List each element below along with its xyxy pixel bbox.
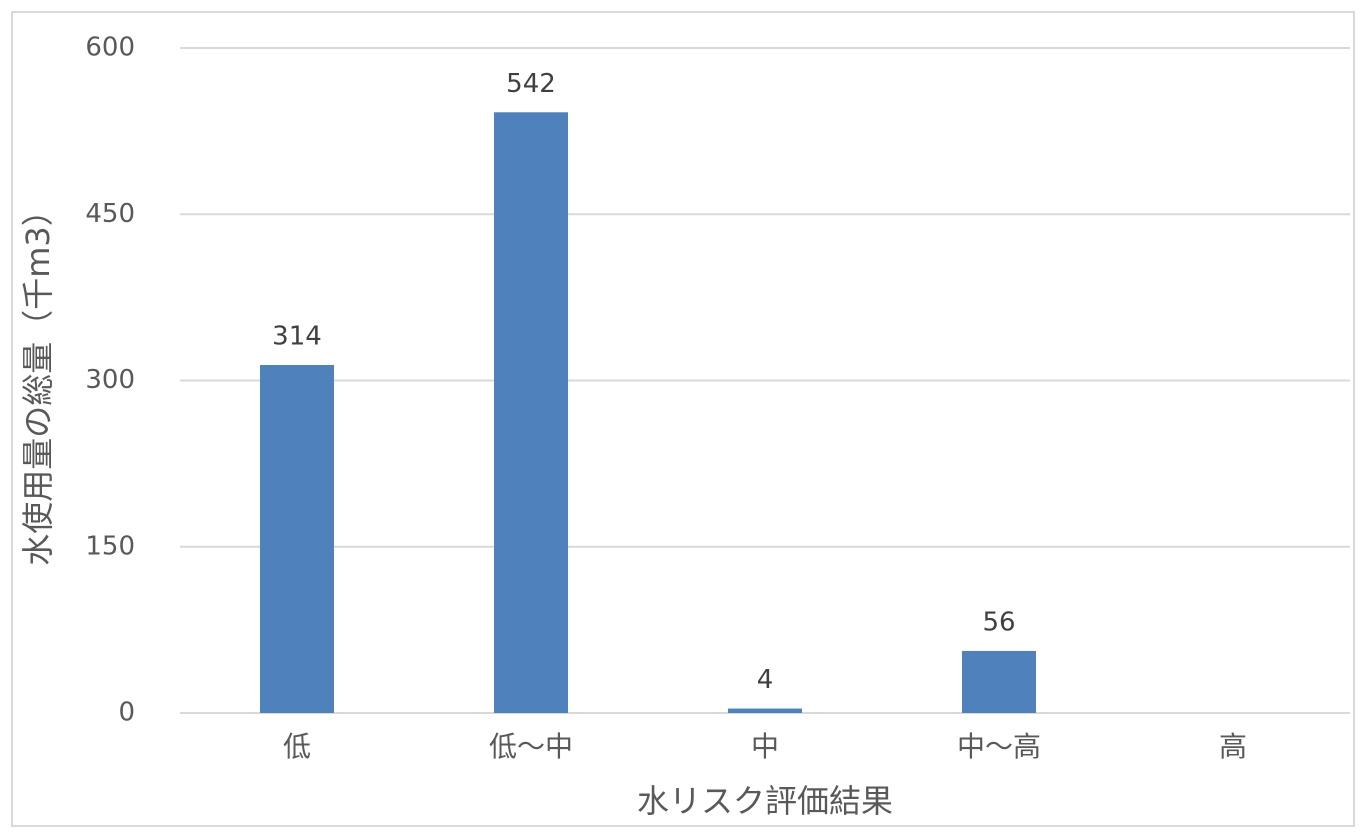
y-tick-label: 300 (85, 365, 135, 395)
bar (494, 112, 568, 714)
bar (962, 650, 1036, 713)
x-tick-label: 低 (283, 730, 311, 763)
y-tick-label: 600 (85, 33, 135, 63)
x-tick-label: 低〜中 (489, 730, 573, 763)
x-axis-label: 水リスク評価結果 (637, 782, 893, 820)
data-label: 4 (757, 665, 774, 695)
y-axis-label: 水使用量の総量（千m3） (19, 194, 57, 566)
y-tick-label: 0 (118, 698, 135, 728)
y-tick-label: 450 (85, 199, 135, 229)
y-tick-label: 150 (85, 531, 135, 561)
data-label: 56 (982, 607, 1015, 637)
data-label: 314 (272, 321, 322, 351)
bar (260, 364, 334, 713)
x-tick-label: 高 (1219, 730, 1247, 763)
chart-frame (11, 11, 1355, 827)
x-tick-label: 中 (751, 730, 779, 763)
x-tick-label: 中〜高 (957, 730, 1041, 763)
data-label: 542 (506, 69, 556, 99)
bar (728, 708, 802, 713)
